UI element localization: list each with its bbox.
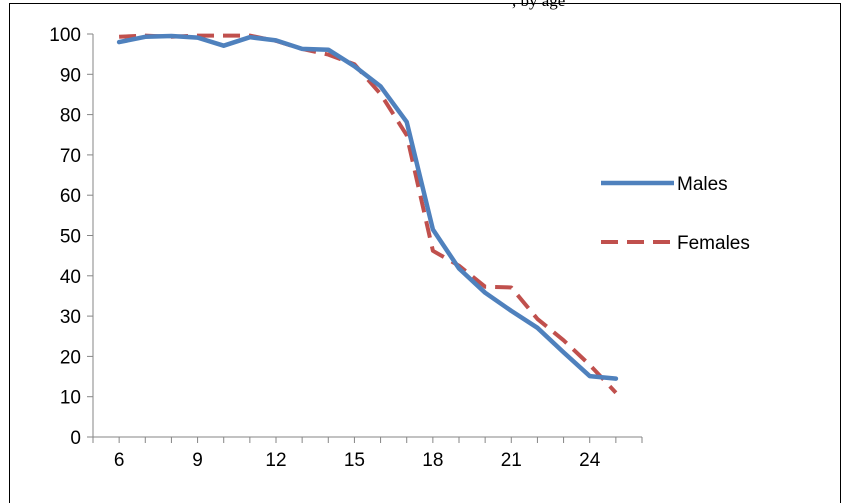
y-tick-label: 80 <box>60 106 81 127</box>
y-tick-label: 30 <box>60 307 81 328</box>
y-tick-label: 100 <box>49 25 81 46</box>
y-tick-label: 20 <box>60 347 81 368</box>
y-tick-label: 0 <box>70 428 81 449</box>
y-axis: 0 10 20 30 40 50 60 70 80 90 100 <box>49 25 94 449</box>
series-lines <box>116 33 619 395</box>
y-tick-label: 50 <box>60 227 81 248</box>
x-tick-label: 18 <box>422 450 443 471</box>
x-tick-label: 24 <box>579 450 601 471</box>
x-tick-label: 21 <box>501 450 522 471</box>
x-tick-label: 15 <box>344 450 365 471</box>
y-tick-label: 60 <box>60 186 81 207</box>
legend-label-males: Males <box>677 174 728 195</box>
x-tick-label: 9 <box>192 450 203 471</box>
y-tick-label: 40 <box>60 267 81 288</box>
legend-label-females: Females <box>677 233 750 254</box>
legend: Males Females <box>601 174 750 254</box>
x-tick-label: 12 <box>265 450 286 471</box>
chart-caption-fragment: , by age <box>512 0 566 10</box>
chart-frame <box>9 3 841 503</box>
y-tick-label: 10 <box>60 388 81 409</box>
y-tick-label: 70 <box>60 146 81 167</box>
series-line-males <box>116 33 619 381</box>
x-axis: 6 9 12 15 18 21 24 <box>92 436 643 471</box>
series-line-females <box>119 33 618 395</box>
y-tick-label: 90 <box>60 65 81 86</box>
x-tick-label: 6 <box>114 450 125 471</box>
